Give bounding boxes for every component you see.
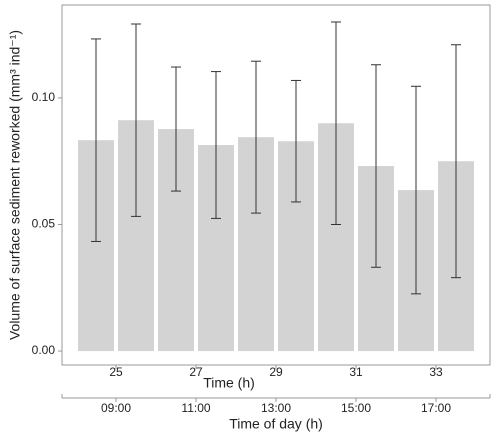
x2-tick-label: 09:00 [101,401,131,415]
y-axis-title: Volume of surface sediment reworked (mm³… [7,30,23,340]
x-tick-label: 25 [109,365,123,379]
x-tick-label: 33 [429,365,443,379]
x-axis-title: Time (h) [203,375,255,391]
y-tick-label: 0.05 [32,217,56,231]
x2-tick-label: 13:00 [261,401,291,415]
x2-axis-title: Time of day (h) [229,416,323,432]
x-tick-label: 31 [349,365,363,379]
x2-tick-label: 17:00 [421,401,451,415]
y-tick-label: 0.10 [32,90,56,104]
x-tick-label: 27 [189,365,203,379]
x2-tick-label: 15:00 [341,401,371,415]
x-tick-label: 29 [269,365,283,379]
y-tick-label: 0.00 [32,343,56,357]
x2-tick-label: 11:00 [181,401,210,415]
